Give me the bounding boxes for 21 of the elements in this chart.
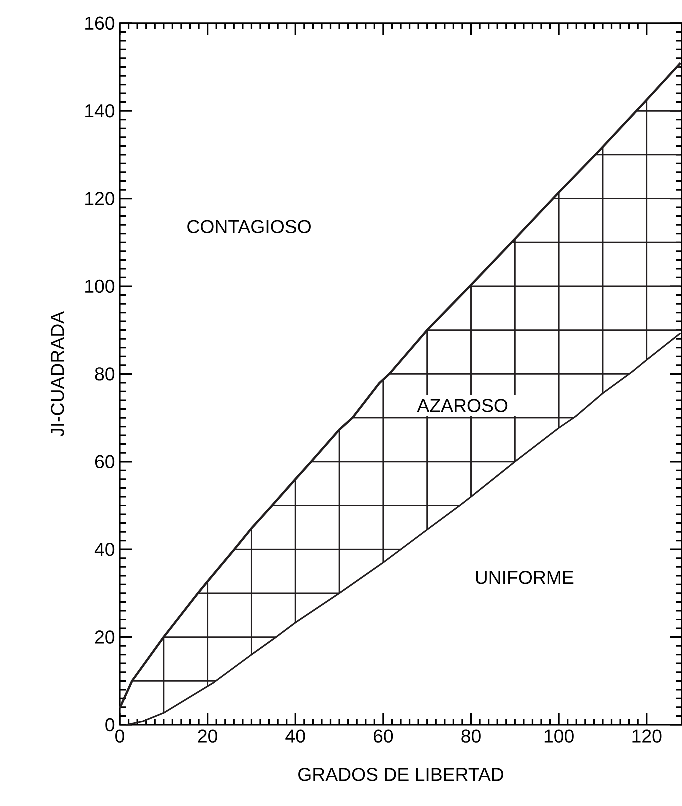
annotation: AZAROSO <box>417 399 508 412</box>
y-tick-label: 0 <box>106 718 115 732</box>
x-tick-label: 60 <box>374 730 394 743</box>
y-tick-label: 60 <box>95 455 115 469</box>
x-tick-label: 40 <box>286 730 306 743</box>
x-tick-label: 100 <box>544 730 574 743</box>
y-tick-label: 100 <box>86 280 115 294</box>
y-tick-label: 140 <box>86 104 115 118</box>
x-tick-label: 0 <box>116 730 124 743</box>
y-tick-label: 160 <box>86 16 115 30</box>
y-tick-label: 120 <box>86 192 115 206</box>
x-tick-label: 20 <box>198 730 218 743</box>
y-tick-label: 20 <box>95 630 115 644</box>
annotation: CONTAGIOSO <box>188 220 311 234</box>
annotation: UNIFORME <box>476 571 574 584</box>
x-axis-title: GRADOS DE LIBERTAD <box>298 768 504 782</box>
y-axis-title: JI-CUADRADA <box>51 311 64 437</box>
x-tick-label: 80 <box>462 730 481 743</box>
x-tick-label: 120 <box>632 730 662 743</box>
y-tick-label: 80 <box>95 368 115 381</box>
y-tick-label: 40 <box>94 542 115 556</box>
